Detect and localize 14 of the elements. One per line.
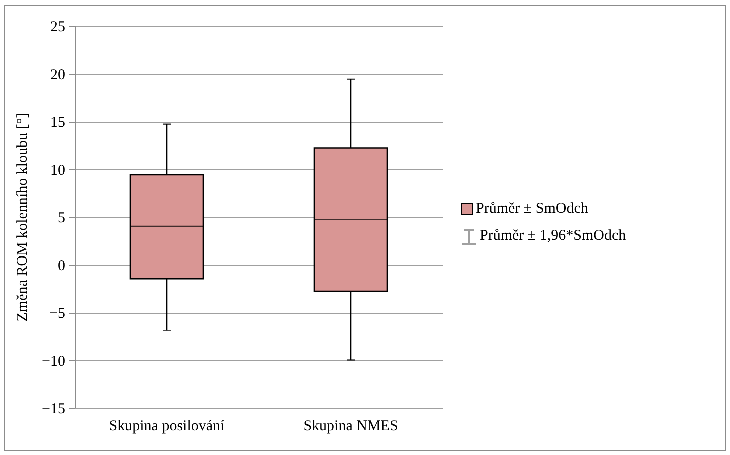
x-tick-label: Skupina posilování — [109, 418, 226, 434]
y-tick-label: −5 — [50, 306, 66, 322]
y-tick-label: 25 — [50, 20, 66, 36]
y-axis-title: Změna ROM kolenního kloubu [°] — [15, 113, 32, 322]
text: Průměr ± 1,96*SmOdch — [480, 228, 626, 245]
y-tick-label: 10 — [50, 162, 66, 179]
y-tick-label: 5 — [58, 210, 66, 226]
y-tick-label: 0 — [58, 258, 66, 274]
y-tick-label: 15 — [50, 115, 66, 131]
y-tick-label: −15 — [42, 402, 66, 418]
y-tick-label: 20 — [50, 67, 66, 84]
legend-label: Průměr ± SmOdch — [476, 200, 588, 218]
y-tick-label: −10 — [42, 354, 66, 370]
x-tick-label: Skupina NMES — [304, 418, 398, 434]
